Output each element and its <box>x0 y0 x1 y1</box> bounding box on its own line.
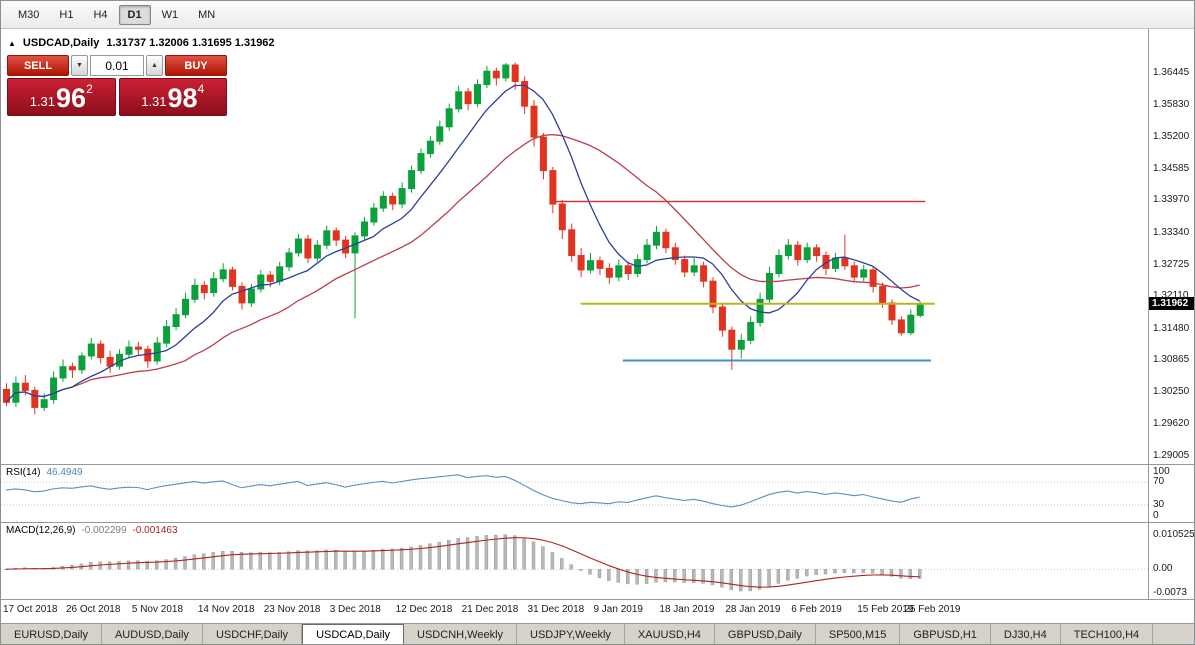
sell-price-pip: 2 <box>86 82 93 96</box>
chart-tab-sp500-m15[interactable]: SP500,M15 <box>816 624 901 644</box>
chart-symbol-label: USDCAD,Daily <box>22 37 100 49</box>
date-axis-label: 6 Feb 2019 <box>791 604 842 615</box>
macd-indicator-panel[interactable]: MACD(12,26,9) -0.002299 -0.001463 0.0105… <box>1 522 1195 599</box>
date-axis-label: 28 Jan 2019 <box>725 604 781 615</box>
sell-button[interactable]: SELL <box>7 55 69 76</box>
timeframe-h4-button[interactable]: H4 <box>93 8 108 21</box>
rsi-chart <box>1 474 1148 508</box>
rsi-name: RSI(14) <box>6 467 41 478</box>
date-axis-label: 25 Feb 2019 <box>904 604 961 615</box>
chart-tab-dj30-h4[interactable]: DJ30,H4 <box>991 624 1061 644</box>
main-chart-panel[interactable]: 1.31962 1.36445 1.35830 1.35200 1.34585 1.33… <box>1 29 1194 464</box>
rsi-axis-label: 30 <box>1153 498 1165 510</box>
date-axis-label: 9 Jan 2019 <box>593 604 643 615</box>
chart-tab-gbpusd-h1[interactable]: GBPUSD,H1 <box>900 624 991 644</box>
price-axis-label: 1.30250 <box>1153 385 1190 397</box>
chart-tab-audusd-daily[interactable]: AUDUSD,Daily <box>102 624 203 644</box>
price-axis-label: 1.32725 <box>1153 258 1190 270</box>
date-axis[interactable]: 17 Oct 2018 26 Oct 2018 5 Nov 2018 14 Nov 2… <box>1 599 1194 623</box>
chevron-down-icon: ▼ <box>76 62 83 69</box>
chart-tab-usdcad-daily[interactable]: USDCAD,Daily <box>302 624 405 644</box>
date-axis-label: 17 Oct 2018 <box>3 604 58 615</box>
price-axis-label: 1.29005 <box>1153 450 1190 462</box>
buy-price-prefix: 1.31 <box>141 94 167 109</box>
chart-tab-xauusd-h4[interactable]: XAUUSD,H4 <box>625 624 715 644</box>
trade-order-row: SELL ▼ ▲ BUY <box>7 55 227 76</box>
rsi-axis[interactable]: 100 70 30 0 <box>1148 465 1194 522</box>
chevron-up-icon: ▲ <box>151 62 158 69</box>
rsi-value: 46.4949 <box>46 467 83 478</box>
rsi-label: RSI(14) 46.4949 <box>6 467 83 478</box>
rsi-axis-label: 70 <box>1153 476 1165 488</box>
rsi-axis-label: 0 <box>1153 510 1159 521</box>
one-click-trading-widget: SELL ▼ ▲ BUY 1.31 96 2 1.31 98 4 <box>7 55 227 116</box>
date-axis-label: 15 Feb 2019 <box>857 604 914 615</box>
date-axis-label: 18 Jan 2019 <box>659 604 715 615</box>
trade-price-row: 1.31 96 2 1.31 98 4 <box>7 78 227 116</box>
buy-price-display[interactable]: 1.31 98 4 <box>118 78 227 116</box>
date-axis-label: 21 Dec 2018 <box>461 604 519 615</box>
price-axis-label: 1.33340 <box>1153 226 1190 238</box>
price-axis-label: 1.34585 <box>1153 162 1190 174</box>
chart-tab-usdjpy-weekly[interactable]: USDJPY,Weekly <box>517 624 625 644</box>
volume-decrease-button[interactable]: ▼ <box>71 55 88 76</box>
macd-axis-label: 0.00 <box>1153 563 1173 575</box>
price-axis[interactable]: 1.31962 1.36445 1.35830 1.35200 1.34585 1.33… <box>1148 29 1194 464</box>
macd-label: MACD(12,26,9) -0.002299 -0.001463 <box>6 525 178 536</box>
price-axis-label: 1.29620 <box>1153 418 1190 430</box>
price-axis-label: 1.35200 <box>1153 131 1190 143</box>
rsi-indicator-panel[interactable]: RSI(14) 46.4949 100 70 30 0 <box>1 464 1194 522</box>
date-axis-label: 23 Nov 2018 <box>263 604 321 615</box>
sell-price-display[interactable]: 1.31 96 2 <box>7 78 116 116</box>
chart-tab-tech100-h4[interactable]: TECH100,H4 <box>1061 624 1154 644</box>
chart-tab-bar: EURUSD,Daily AUDUSD,Daily USDCHF,Daily USDC… <box>1 623 1194 644</box>
date-axis-label: 5 Nov 2018 <box>131 604 184 615</box>
buy-price-pip: 4 <box>197 82 205 96</box>
macd-chart <box>1 534 1148 592</box>
chart-tab-usdchf-daily[interactable]: USDCHF,Daily <box>203 624 303 644</box>
chart-tab-eurusd-daily[interactable]: EURUSD,Daily <box>1 624 102 644</box>
macd-main-value: -0.002299 <box>81 525 127 536</box>
timeframe-h1-button[interactable]: H1 <box>59 8 74 21</box>
timeframe-m30-button[interactable]: M30 <box>18 8 40 21</box>
timeframe-mn-button[interactable]: MN <box>198 8 216 21</box>
date-axis-label: 14 Nov 2018 <box>197 604 255 615</box>
date-axis-label: 12 Dec 2018 <box>395 604 453 615</box>
chart-tab-gbpusd-daily[interactable]: GBPUSD,Daily <box>715 624 816 644</box>
macd-axis-label: -0.0073 <box>1153 587 1187 598</box>
sell-price-prefix: 1.31 <box>29 94 56 109</box>
date-axis-label: 26 Oct 2018 <box>65 604 121 615</box>
price-axis-label: 1.36445 <box>1153 67 1190 78</box>
price-axis-label: 1.32110 <box>1153 290 1189 302</box>
candlestick-chart[interactable] <box>1 29 1148 464</box>
rsi-axis-label: 100 <box>1153 466 1170 477</box>
timeframe-button-group: M30 H1 H4 D1 W1 MN <box>9 4 224 25</box>
chart-title: ▲ USDCAD,Daily 1.31737 1.32006 1.31695 1… <box>8 37 275 49</box>
volume-increase-button[interactable]: ▲ <box>146 55 163 76</box>
sell-price-big: 96 <box>56 83 87 113</box>
timeframe-toolbar: M30 H1 H4 D1 W1 MN <box>1 1 1194 29</box>
timeframe-w1-button[interactable]: W1 <box>161 8 179 21</box>
buy-price-big: 98 <box>167 83 198 113</box>
chart-tab-usdcnh-weekly[interactable]: USDCNH,Weekly <box>404 624 518 644</box>
macd-name: MACD(12,26,9) <box>6 525 76 536</box>
date-axis-label: 3 Dec 2018 <box>329 604 381 615</box>
price-axis-label: 1.35830 <box>1153 98 1190 110</box>
macd-signal-value: -0.001463 <box>132 525 178 536</box>
chart-ohlc-values: 1.31737 1.32006 1.31695 1.31962 <box>106 37 275 49</box>
buy-button[interactable]: BUY <box>165 55 227 76</box>
price-axis-label: 1.31480 <box>1153 322 1190 334</box>
date-axis-label: 31 Dec 2018 <box>527 604 585 615</box>
macd-axis[interactable]: 0.010525 0.00 -0.0073 <box>1148 523 1195 599</box>
volume-input[interactable] <box>90 55 144 76</box>
chart-marker-icon: ▲ <box>8 38 16 48</box>
current-price-tag: 1.31962 <box>1149 297 1194 311</box>
macd-axis-label: 0.010525 <box>1153 528 1195 540</box>
timeframe-d1-button[interactable]: D1 <box>118 4 151 25</box>
price-axis-label: 1.33970 <box>1153 194 1190 206</box>
price-axis-label: 1.30865 <box>1153 354 1190 366</box>
